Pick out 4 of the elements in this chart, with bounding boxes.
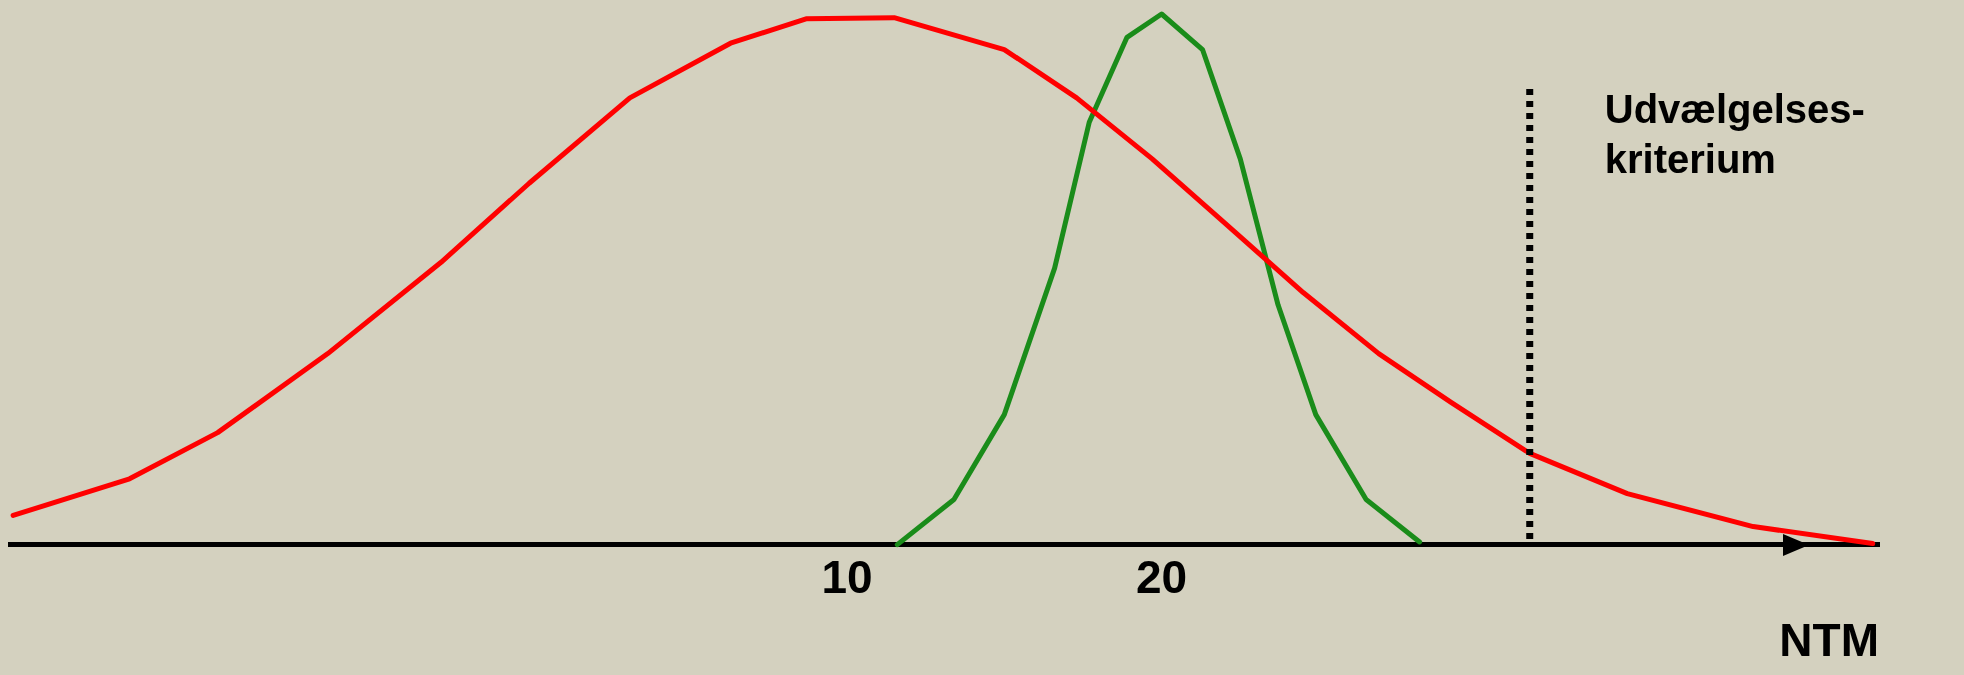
x-tick-label: 10 [821, 550, 873, 603]
x-axis-title: NTM [1779, 614, 1879, 667]
x-tick-label: 20 [1136, 550, 1188, 603]
ref-line-label: Udvælgelses- kriterium [1604, 87, 1865, 182]
